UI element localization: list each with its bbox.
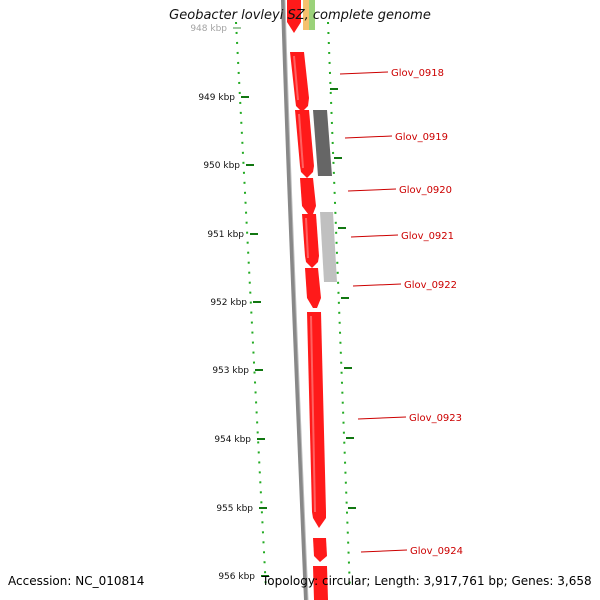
- gene-leader-line: [339, 71, 389, 75]
- ruler-tick-label: 952 kbp: [210, 298, 247, 308]
- genome-backbone-highlight: [284, 0, 309, 600]
- main-axis-ticks: [330, 88, 356, 509]
- gene-block-glov-0919: [313, 110, 332, 176]
- gene-leader-line: [360, 549, 408, 553]
- genome-stats: Topology: circular; Length: 3,917,761 bp…: [262, 574, 592, 588]
- ruler-tick-label: 955 kbp: [216, 504, 253, 514]
- gene-arrow-glov-0922-b: [305, 268, 321, 308]
- gene-leader-line: [352, 283, 402, 287]
- gene-arrow-glov-0920-b: [300, 178, 316, 214]
- gene-block-glov-0921: [320, 212, 337, 282]
- arrow-highlights: [293, 55, 316, 513]
- gene-label[interactable]: Glov_0924: [410, 546, 463, 557]
- gene-label[interactable]: Glov_0922: [404, 280, 457, 291]
- top-strip-orange: [303, 0, 309, 30]
- ruler-tick-label: 951 kbp: [207, 230, 244, 240]
- gene-leader-line: [344, 135, 393, 139]
- top-strip-green: [309, 0, 315, 30]
- top-strip-fade: [303, 0, 315, 30]
- accession-label: Accession: NC_010814: [8, 574, 145, 588]
- gene-arrow-glov-0924: [313, 538, 327, 562]
- gene-labels: Glov_0918 Glov_0919 Glov_0920 Glov_0921 Glov…: [339, 68, 463, 557]
- gene-arrow-glov-0922-a: [302, 214, 319, 268]
- ruler-tick-label: 950 kbp: [203, 161, 240, 171]
- genome-backbone: [281, 0, 308, 600]
- ruler-tick-label: 954 kbp: [214, 435, 251, 445]
- gene-label[interactable]: Glov_0919: [395, 132, 448, 143]
- gene-leader-line: [350, 234, 399, 238]
- gene-arrow-glov-0923: [307, 312, 326, 528]
- gene-leader-line: [347, 188, 397, 192]
- gene-arrow-partial-top: [287, 0, 301, 33]
- gene-arrow-bottom: [313, 566, 328, 600]
- gene-label[interactable]: Glov_0923: [409, 413, 462, 424]
- ruler-tick-label: 949 kbp: [198, 93, 235, 103]
- gene-label[interactable]: Glov_0921: [401, 231, 454, 242]
- ruler-tick-label: 948 kbp: [190, 24, 227, 34]
- gene-leader-line: [357, 416, 407, 420]
- page-title: Geobacter lovleyi SZ, complete genome: [169, 8, 431, 23]
- gene-label[interactable]: Glov_0918: [391, 68, 444, 79]
- ruler-tick-label: 956 kbp: [218, 572, 255, 582]
- ruler: 948 kbp 949 kbp 950 kbp 951 kbp 952 kbp 953 k…: [190, 24, 269, 582]
- gene-arrow-glov-0920-a: [295, 110, 314, 178]
- gene-label[interactable]: Glov_0920: [399, 185, 452, 196]
- right-dotted-track: [327, 21, 351, 591]
- ruler-tick-label: 953 kbp: [212, 366, 249, 376]
- gene-arrow-glov-0918: [290, 52, 309, 112]
